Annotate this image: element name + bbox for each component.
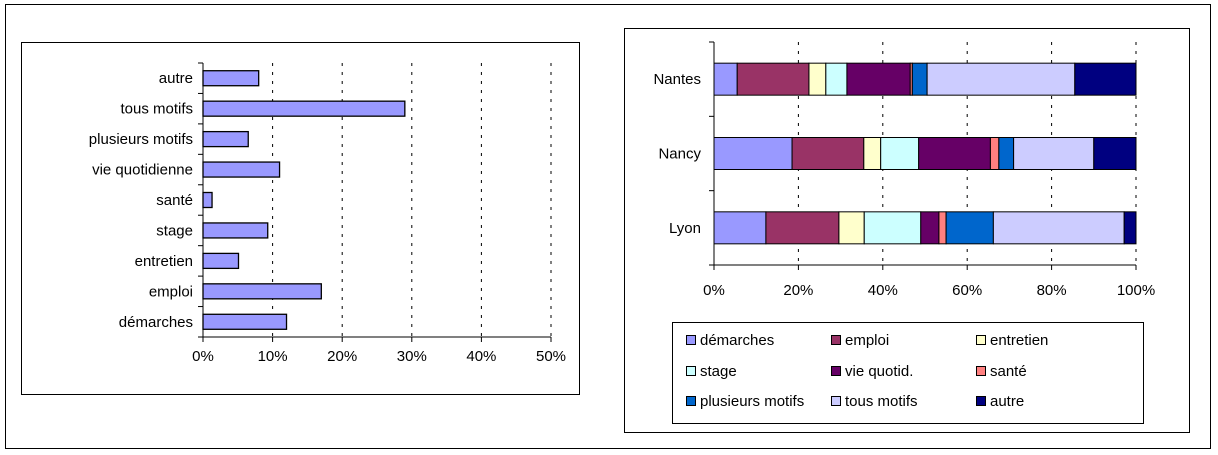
category-label: stage <box>156 222 193 239</box>
segment-nancy-demarches <box>713 137 793 170</box>
legend-label: vie quotid. <box>845 362 914 380</box>
category-label: tous motifs <box>120 101 193 118</box>
segment-nancy-sante <box>989 137 1000 170</box>
legend-swatch <box>831 396 841 406</box>
legend-label: entretien <box>990 331 1049 349</box>
legend-swatch <box>976 335 986 345</box>
x-tick-label: 40% <box>466 348 496 365</box>
legend-swatch <box>976 396 986 406</box>
category-label: autre <box>159 70 193 87</box>
segment-nantes-plusieurs-motifs <box>911 62 928 96</box>
segment-nancy-emploi <box>791 137 865 170</box>
legend-item-autre: autre <box>976 390 1024 412</box>
category-label: santé <box>156 192 193 209</box>
bar-plusieurs-motifs <box>202 130 249 148</box>
segment-nancy-stage <box>880 137 920 170</box>
category-label: emploi <box>149 283 193 300</box>
segment-lyon-autre <box>1123 211 1137 245</box>
x-tick-label: 20% <box>783 282 813 299</box>
category-label: démarches <box>119 314 193 331</box>
x-tick-label: 10% <box>258 348 288 365</box>
bar-autre <box>202 70 260 87</box>
segment-lyon-vie-quotid <box>920 211 940 245</box>
x-tick-label: 40% <box>868 282 898 299</box>
left-chart-panel: 0% 10% 20% 30% 40% 50% autre tous motifs plusieu… <box>21 42 580 395</box>
bar-entretien <box>202 252 240 270</box>
legend-swatch <box>686 366 696 376</box>
segment-nancy-vie-quotid <box>918 137 991 170</box>
segment-nantes-vie-quotid <box>846 62 911 96</box>
segment-lyon-tous-motifs <box>992 211 1125 245</box>
segment-nancy-tous-motifs <box>1013 137 1095 170</box>
city-label: Nantes <box>653 71 701 88</box>
segment-lyon-entretien <box>838 211 865 245</box>
segment-nantes-tous-motifs <box>926 62 1076 96</box>
segment-nantes-demarches <box>713 62 738 96</box>
legend-label: emploi <box>845 331 890 349</box>
x-tick-label: 60% <box>952 282 982 299</box>
cities-stacked-bar-chart: 0% 20% 40% 60% 80% 100% Nantes Nancy Lyon <box>653 41 1155 299</box>
bar-vie-quotidienne <box>202 161 281 178</box>
bar-tous-motifs <box>202 100 406 117</box>
segment-lyon-demarches <box>713 211 767 245</box>
x-tick-label: 50% <box>536 348 566 365</box>
segment-nancy-autre <box>1093 137 1137 170</box>
segment-nancy-plusieurs-motifs <box>998 137 1015 170</box>
legend-swatch <box>831 335 841 345</box>
city-label: Lyon <box>669 220 701 237</box>
legend-label: démarches <box>700 331 775 349</box>
segment-nantes-emploi <box>736 62 810 96</box>
segment-lyon-sante <box>938 211 947 245</box>
x-tick-label: 30% <box>397 348 427 365</box>
category-label: plusieurs motifs <box>89 131 193 148</box>
x-tick-label: 80% <box>1037 282 1067 299</box>
x-tick-label: 20% <box>327 348 357 365</box>
legend-label: stage <box>700 362 737 380</box>
legend-label: plusieurs motifs <box>700 392 805 410</box>
legend-item-stage: stage <box>686 360 737 382</box>
bar-stage <box>202 222 269 239</box>
segment-lyon-emploi <box>765 211 840 245</box>
segment-lyon-stage <box>863 211 922 245</box>
motifs-bar-chart: 0% 10% 20% 30% 40% 50% autre tous motifs plusieu… <box>89 62 566 365</box>
segment-lyon-plusieurs-motifs <box>945 211 994 245</box>
legend-item-tous-motifs: tous motifs <box>831 390 918 412</box>
chart-legend: démarches emploi entretien stage vie quotid.… <box>672 322 1144 424</box>
legend-item-sante: santé <box>976 360 1027 382</box>
right-chart-panel: 0% 20% 40% 60% 80% 100% Nantes Nancy Lyon démarc… <box>624 28 1190 433</box>
segment-nantes-entretien <box>808 62 827 96</box>
bar-sante <box>202 191 213 209</box>
legend-item-demarches: démarches <box>686 329 774 351</box>
legend-swatch <box>831 366 841 376</box>
segment-nantes-autre <box>1074 62 1137 96</box>
segment-nantes-stage <box>825 62 848 96</box>
legend-item-vie-quotid: vie quotid. <box>831 360 913 382</box>
legend-label: tous motifs <box>845 392 918 410</box>
legend-item-plusieurs-motifs: plusieurs motifs <box>686 390 804 412</box>
legend-swatch <box>686 396 696 406</box>
x-tick-label: 0% <box>703 282 725 299</box>
x-tick-label: 0% <box>192 348 214 365</box>
category-label: entretien <box>135 253 193 270</box>
bar-demarches <box>202 313 288 330</box>
category-label: vie quotidienne <box>92 162 193 179</box>
legend-item-entretien: entretien <box>976 329 1048 351</box>
city-label: Nancy <box>658 146 701 163</box>
legend-label: autre <box>990 392 1025 410</box>
legend-item-emploi: emploi <box>831 329 889 351</box>
segment-nancy-entretien <box>863 137 882 170</box>
bar-emploi <box>202 283 322 300</box>
legend-label: santé <box>990 362 1027 380</box>
legend-swatch <box>686 335 696 345</box>
x-tick-label: 100% <box>1117 282 1155 299</box>
legend-swatch <box>976 366 986 376</box>
